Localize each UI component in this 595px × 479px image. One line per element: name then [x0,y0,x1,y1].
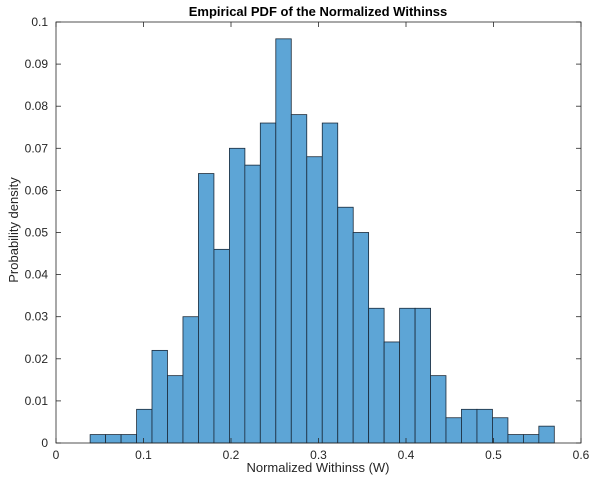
x-tick-label: 0.1 [135,448,152,462]
x-tick-label: 0.5 [485,448,502,462]
histogram-bar [321,122,339,444]
histogram-bar [259,122,277,444]
x-tick-label: 0.6 [573,448,590,462]
histogram-bar [198,173,215,444]
histogram-bar [445,417,462,444]
x-axis-label: Normalized Withinss (W) [246,460,389,475]
histogram-bar [136,408,153,444]
y-tick-label: 0.1 [31,15,48,29]
histogram-bar [229,147,246,444]
histogram-bar [290,114,308,444]
y-axis-label: Probability density [6,177,21,283]
histogram-bar [306,156,323,444]
histogram-bar [538,425,555,444]
histogram-bar [383,341,401,444]
x-tick-label: 0.4 [398,448,415,462]
histogram-bar [120,434,137,444]
histogram-bar [507,434,524,444]
y-tick-label: 0.03 [25,310,49,324]
histogram-bar [414,307,431,444]
histogram-bar [89,434,106,444]
y-tick-label: 0.01 [25,394,49,408]
y-axis: 0 0.01 0.02 0.03 0.04 0.05 0.06 0.07 0.08 0.09 0.1 [25,15,581,450]
histogram-bar [476,408,493,444]
x-tick-label: 0.3 [310,448,327,462]
histogram-bar [352,232,370,444]
histogram-bar [244,164,261,444]
histogram-bar [492,417,509,444]
x-axis: 0 0.1 0.2 0.3 0.4 0.5 0.6 [53,22,590,462]
histogram-bar [399,307,416,444]
bars-group [89,38,555,444]
histogram-bar [275,38,292,444]
y-tick-label: 0.04 [25,268,49,282]
y-tick-label: 0.02 [25,352,49,366]
histogram-bar [337,206,354,444]
x-tick-label: 0.2 [223,448,240,462]
y-tick-label: 0.08 [25,99,49,113]
histogram-bar [461,408,478,444]
histogram-bar [430,375,447,444]
chart-title: Empirical PDF of the Normalized Withinss [189,4,447,19]
histogram-bar [151,349,168,444]
histogram-bar [167,375,184,444]
y-tick-label: 0.07 [25,141,49,155]
y-tick-label: 0.06 [25,183,49,197]
histogram-bar [368,307,385,444]
x-tick-label: 0 [53,448,60,462]
histogram-bar [105,434,122,444]
y-tick-label: 0.09 [25,57,49,71]
histogram-bar [523,434,540,444]
y-tick-label: 0.05 [25,226,49,240]
histogram-bar [182,316,199,444]
y-tick-label: 0 [41,436,48,450]
histogram-bar [213,248,230,444]
